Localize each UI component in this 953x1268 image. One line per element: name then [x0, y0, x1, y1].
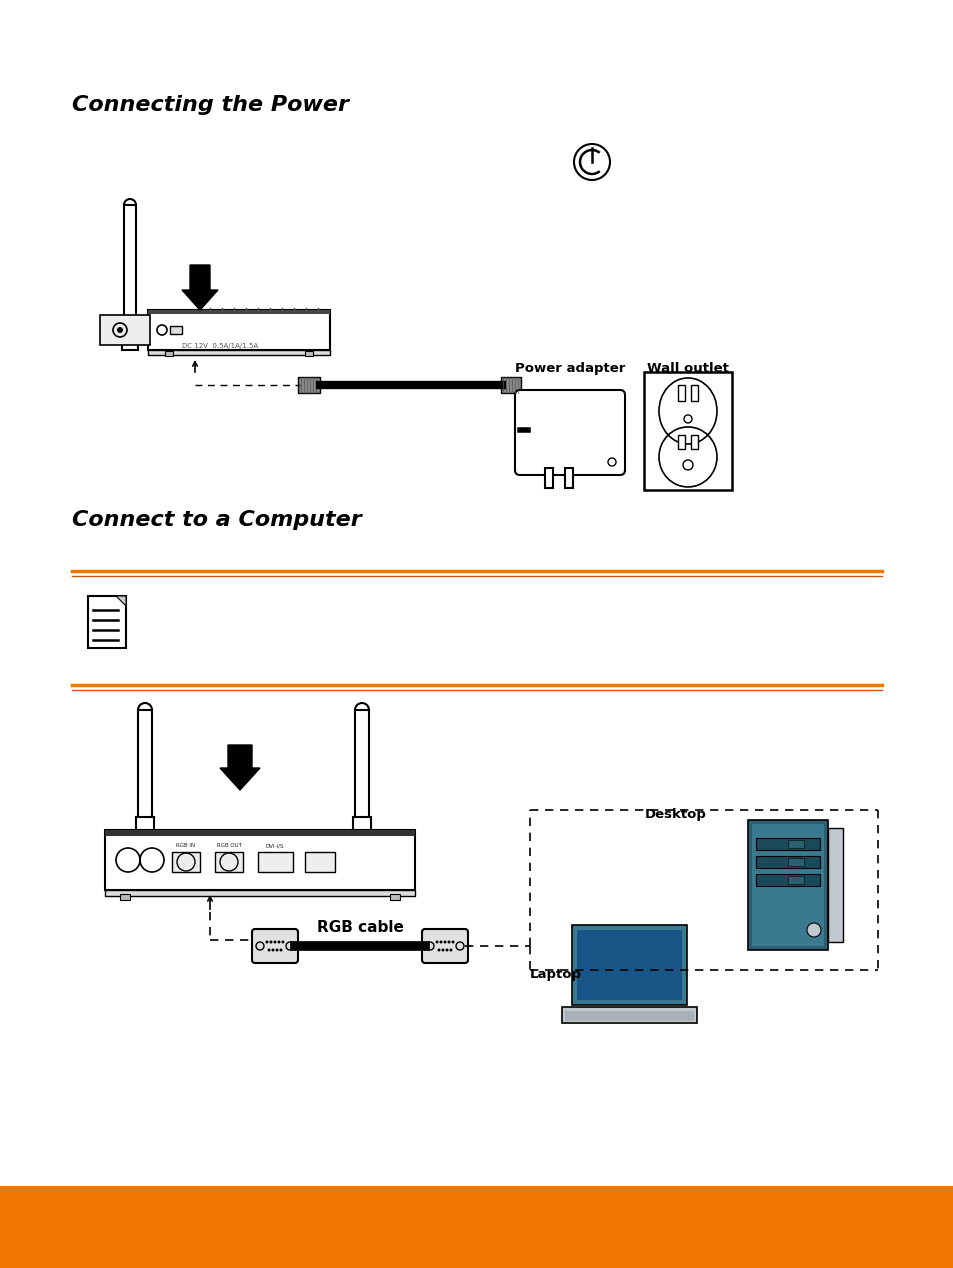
- Circle shape: [277, 941, 280, 943]
- Bar: [787, 858, 803, 866]
- Bar: [88, 596, 126, 648]
- Polygon shape: [116, 596, 126, 606]
- Bar: [124, 205, 136, 335]
- Bar: [172, 852, 200, 872]
- Circle shape: [449, 948, 452, 951]
- Text: DVI-I/S: DVI-I/S: [266, 843, 284, 848]
- Bar: [747, 820, 827, 950]
- Text: Wall outlet: Wall outlet: [646, 361, 728, 375]
- Bar: [755, 874, 820, 886]
- Bar: [148, 309, 330, 314]
- Text: Connect to a Computer: Connect to a Computer: [71, 510, 361, 530]
- Bar: [544, 468, 553, 488]
- Bar: [500, 377, 520, 393]
- Bar: [138, 710, 152, 820]
- Circle shape: [439, 941, 442, 943]
- Bar: [577, 929, 681, 1000]
- Bar: [690, 435, 698, 449]
- Bar: [105, 890, 415, 896]
- Circle shape: [443, 941, 446, 943]
- Circle shape: [272, 948, 274, 951]
- Bar: [136, 817, 153, 832]
- Bar: [105, 831, 415, 890]
- Bar: [755, 838, 820, 850]
- Text: Power adapter: Power adapter: [515, 361, 624, 375]
- Text: POWER/LINK: POWER/LINK: [171, 829, 201, 834]
- Bar: [787, 876, 803, 884]
- Bar: [305, 852, 335, 872]
- Circle shape: [267, 948, 271, 951]
- Bar: [755, 856, 820, 869]
- Bar: [827, 828, 842, 942]
- Bar: [751, 824, 823, 946]
- Text: RGB cable: RGB cable: [316, 921, 403, 935]
- Bar: [690, 385, 698, 401]
- Bar: [165, 351, 172, 356]
- Bar: [787, 839, 803, 848]
- Bar: [257, 852, 293, 872]
- Circle shape: [437, 948, 440, 951]
- FancyBboxPatch shape: [515, 391, 624, 476]
- Circle shape: [445, 948, 448, 951]
- Bar: [643, 372, 731, 489]
- Bar: [122, 332, 138, 350]
- Polygon shape: [220, 746, 260, 790]
- Circle shape: [279, 948, 282, 951]
- Bar: [120, 894, 130, 900]
- Bar: [170, 326, 182, 333]
- Bar: [572, 924, 686, 1006]
- Text: Desktop: Desktop: [644, 808, 706, 820]
- Circle shape: [447, 941, 450, 943]
- Bar: [564, 468, 573, 488]
- Bar: [0, 1186, 953, 1268]
- Bar: [100, 314, 150, 345]
- Bar: [297, 377, 319, 393]
- FancyBboxPatch shape: [421, 929, 468, 962]
- Text: Laptop: Laptop: [530, 967, 581, 981]
- Bar: [105, 831, 415, 836]
- Polygon shape: [182, 265, 218, 309]
- Bar: [214, 852, 243, 872]
- Bar: [678, 435, 684, 449]
- Circle shape: [269, 941, 273, 943]
- Circle shape: [274, 941, 276, 943]
- Bar: [148, 350, 330, 355]
- Circle shape: [117, 327, 123, 333]
- Text: RGB OUT: RGB OUT: [216, 843, 241, 848]
- Bar: [561, 1007, 697, 1023]
- Bar: [390, 894, 399, 900]
- Text: DC 12V  0.5A/1A/1.5A: DC 12V 0.5A/1A/1.5A: [182, 344, 258, 349]
- Bar: [148, 309, 330, 350]
- Bar: [355, 710, 369, 820]
- Circle shape: [435, 941, 438, 943]
- Circle shape: [265, 941, 268, 943]
- Bar: [564, 1011, 693, 1021]
- Bar: [678, 385, 684, 401]
- Circle shape: [441, 948, 444, 951]
- Circle shape: [451, 941, 454, 943]
- FancyBboxPatch shape: [252, 929, 297, 962]
- Circle shape: [806, 923, 821, 937]
- Text: Connecting the Power: Connecting the Power: [71, 95, 349, 115]
- Text: RGB IN: RGB IN: [176, 843, 195, 848]
- Circle shape: [281, 941, 284, 943]
- Bar: [353, 817, 371, 832]
- Circle shape: [275, 948, 278, 951]
- Bar: [305, 351, 313, 356]
